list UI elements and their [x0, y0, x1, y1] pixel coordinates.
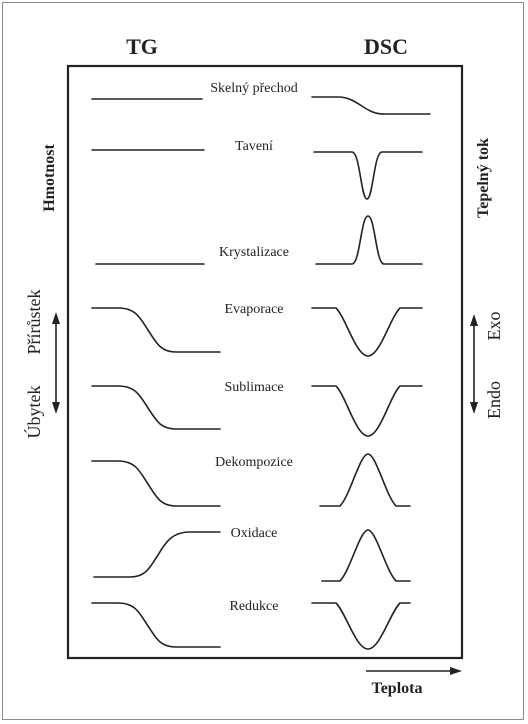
right-up-label: Exo — [484, 312, 504, 341]
process-label: Evaporace — [224, 302, 283, 317]
dsc-curve-decomposition — [319, 453, 411, 507]
dsc-curve-evaporation — [311, 307, 423, 357]
process-label: Tavení — [235, 139, 273, 154]
process-label: Krystalizace — [219, 245, 289, 260]
left-up-label: Přírůstek — [24, 290, 44, 355]
tg-curve-decomposition — [91, 460, 221, 507]
process-label: Oxidace — [231, 526, 278, 541]
dsc-header: DSC — [364, 34, 408, 59]
tg-curve-evaporation — [91, 307, 221, 353]
right-axis-title: Tepelný tok — [475, 138, 492, 218]
dsc-curve-sublimation — [311, 385, 423, 437]
process-label: Redukce — [230, 599, 279, 614]
right-down-label: Endo — [484, 381, 504, 419]
tg-curve-oxidation — [93, 531, 221, 578]
dsc-curve-oxidation — [321, 529, 411, 582]
tg-curve-sublimation — [91, 385, 221, 430]
tg-curve-reduction — [91, 602, 221, 648]
temperature-arrow — [366, 667, 462, 675]
dsc-curve-reduction — [311, 602, 411, 650]
process-label: Skelný přechod — [210, 81, 297, 96]
temperature-label: Teplota — [372, 680, 423, 697]
process-label: Sublimace — [224, 380, 283, 395]
right-double-arrow — [470, 314, 478, 414]
tg-header: TG — [126, 34, 158, 59]
process-label: Dekompozice — [215, 455, 293, 470]
dsc-curve-crystallization — [315, 215, 423, 265]
dsc-curve-melting — [313, 151, 423, 200]
left-down-label: Úbytek — [23, 386, 44, 439]
dsc-curve-glass-transition — [311, 96, 431, 115]
left-axis-title: Hmotnost — [41, 144, 58, 212]
diagram-box — [66, 64, 464, 660]
left-double-arrow — [52, 312, 60, 414]
